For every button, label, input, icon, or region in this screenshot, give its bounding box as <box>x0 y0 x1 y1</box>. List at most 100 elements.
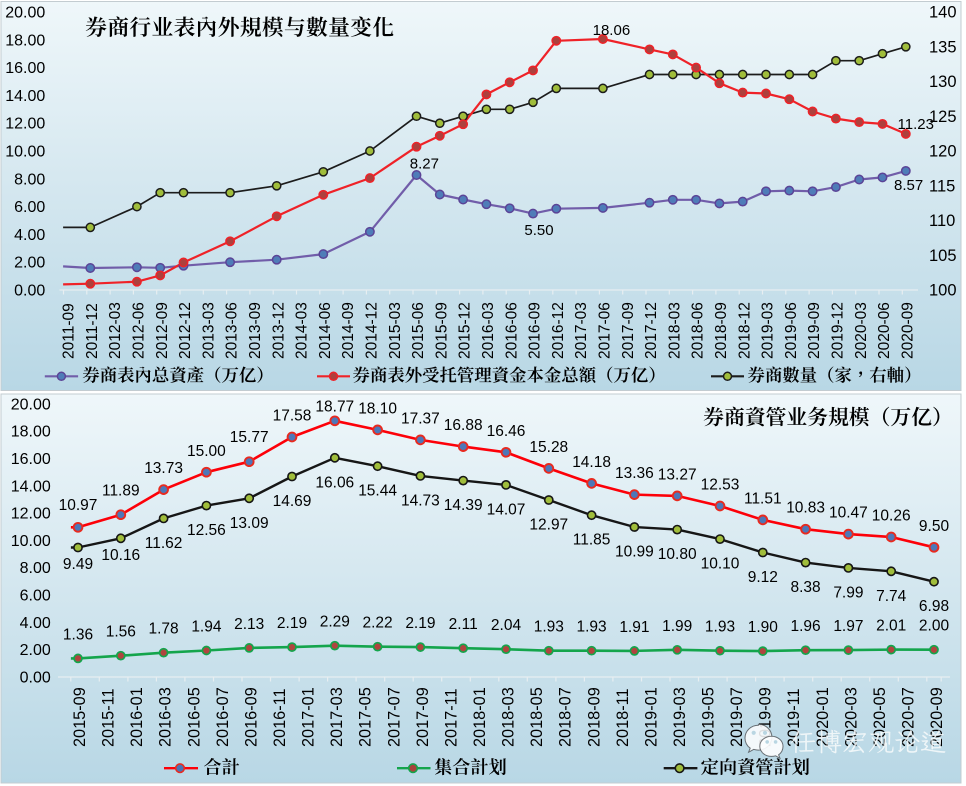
svg-text:130: 130 <box>929 73 957 91</box>
svg-text:2015-09: 2015-09 <box>71 687 89 747</box>
svg-text:2013-12: 2013-12 <box>270 302 287 359</box>
svg-text:11.62: 11.62 <box>145 535 183 552</box>
svg-text:10.47: 10.47 <box>829 505 868 522</box>
svg-text:18.00: 18.00 <box>5 32 45 49</box>
svg-text:2019-11: 2019-11 <box>785 688 803 747</box>
svg-text:2015-06: 2015-06 <box>410 302 427 359</box>
svg-text:2015-11: 2015-11 <box>100 688 118 747</box>
svg-text:10.97: 10.97 <box>59 497 98 514</box>
svg-text:2014-03: 2014-03 <box>294 302 311 359</box>
svg-text:10.00: 10.00 <box>11 533 51 550</box>
svg-text:0.00: 0.00 <box>20 669 51 686</box>
svg-text:10.26: 10.26 <box>872 508 911 525</box>
svg-text:2018-11: 2018-11 <box>614 688 632 747</box>
svg-text:2013-03: 2013-03 <box>200 302 217 359</box>
svg-text:2.13: 2.13 <box>234 616 264 633</box>
svg-text:2020-07: 2020-07 <box>900 687 918 747</box>
svg-text:17.37: 17.37 <box>401 410 440 427</box>
svg-text:1.93: 1.93 <box>705 619 735 636</box>
svg-text:2016-09: 2016-09 <box>527 302 544 359</box>
svg-text:11.85: 11.85 <box>573 532 611 549</box>
svg-text:2018-03: 2018-03 <box>666 302 683 359</box>
svg-text:2018-06: 2018-06 <box>690 302 707 359</box>
svg-text:15.28: 15.28 <box>529 439 568 456</box>
svg-text:2012-03: 2012-03 <box>107 302 124 359</box>
svg-text:8.27: 8.27 <box>410 156 439 173</box>
svg-text:16.06: 16.06 <box>315 474 354 491</box>
svg-text:15.00: 15.00 <box>187 443 226 460</box>
svg-text:2.19: 2.19 <box>405 615 435 632</box>
svg-text:7.74: 7.74 <box>876 588 907 605</box>
svg-text:2012-06: 2012-06 <box>131 302 148 359</box>
svg-text:2.00: 2.00 <box>14 255 45 272</box>
svg-text:14.07: 14.07 <box>487 501 526 518</box>
svg-text:10.00: 10.00 <box>5 144 45 161</box>
svg-text:2018-09: 2018-09 <box>713 302 730 359</box>
svg-text:1.97: 1.97 <box>833 618 863 635</box>
svg-text:2020-06: 2020-06 <box>876 302 893 359</box>
svg-text:5.50: 5.50 <box>524 222 553 239</box>
svg-text:2018-12: 2018-12 <box>736 302 753 359</box>
svg-text:2017-11: 2017-11 <box>442 688 460 747</box>
svg-text:2018-09: 2018-09 <box>585 687 603 747</box>
svg-text:14.00: 14.00 <box>5 88 45 105</box>
svg-text:2013-06: 2013-06 <box>224 302 241 359</box>
svg-text:100: 100 <box>929 282 957 300</box>
svg-text:2.22: 2.22 <box>363 615 393 632</box>
svg-text:13.27: 13.27 <box>658 466 697 483</box>
svg-text:140: 140 <box>929 4 957 22</box>
svg-text:2016-06: 2016-06 <box>503 302 520 359</box>
svg-text:2016-01: 2016-01 <box>128 687 146 747</box>
svg-text:2019-05: 2019-05 <box>700 687 718 747</box>
svg-text:9.49: 9.49 <box>63 556 93 573</box>
svg-text:2018-05: 2018-05 <box>528 687 546 747</box>
svg-text:16.00: 16.00 <box>11 451 51 468</box>
svg-text:2016-09: 2016-09 <box>242 687 260 747</box>
svg-text:2016-03: 2016-03 <box>480 302 497 359</box>
svg-text:2.04: 2.04 <box>491 617 522 634</box>
svg-text:125: 125 <box>929 108 957 126</box>
svg-text:16.88: 16.88 <box>444 417 483 434</box>
svg-text:2017-09: 2017-09 <box>620 302 637 359</box>
svg-text:20.00: 20.00 <box>11 396 51 413</box>
svg-text:14.69: 14.69 <box>273 493 312 510</box>
svg-text:8.57: 8.57 <box>894 177 923 194</box>
svg-text:7.99: 7.99 <box>833 584 863 601</box>
svg-text:2019-06: 2019-06 <box>783 302 800 359</box>
svg-text:2015-09: 2015-09 <box>433 302 450 359</box>
svg-text:10.10: 10.10 <box>701 556 740 573</box>
svg-text:1.93: 1.93 <box>577 619 607 636</box>
svg-text:4.00: 4.00 <box>20 615 51 632</box>
svg-text:12.97: 12.97 <box>529 517 568 534</box>
svg-text:10.16: 10.16 <box>101 547 140 564</box>
svg-text:2012-09: 2012-09 <box>154 302 171 359</box>
svg-text:9.12: 9.12 <box>748 569 778 586</box>
svg-text:1.96: 1.96 <box>791 618 821 635</box>
svg-text:2011-09: 2011-09 <box>61 303 78 359</box>
svg-text:2015-03: 2015-03 <box>387 302 404 359</box>
svg-text:2020-05: 2020-05 <box>871 687 889 747</box>
svg-text:8.00: 8.00 <box>14 171 45 188</box>
svg-text:15.77: 15.77 <box>230 429 269 446</box>
svg-text:2017-03: 2017-03 <box>573 302 590 359</box>
svg-text:2018-03: 2018-03 <box>500 687 518 747</box>
svg-text:2014-06: 2014-06 <box>317 302 334 359</box>
svg-text:1.90: 1.90 <box>748 619 779 636</box>
svg-text:16.00: 16.00 <box>5 60 45 77</box>
svg-text:2020-09: 2020-09 <box>899 302 916 359</box>
svg-text:2017-06: 2017-06 <box>597 302 614 359</box>
svg-text:2017-03: 2017-03 <box>328 687 346 747</box>
svg-text:6.00: 6.00 <box>20 588 51 605</box>
svg-text:9.50: 9.50 <box>919 518 950 535</box>
svg-text:135: 135 <box>929 38 957 56</box>
svg-text:1.91: 1.91 <box>619 619 649 636</box>
svg-text:2016-03: 2016-03 <box>157 687 175 747</box>
svg-text:105: 105 <box>929 247 957 265</box>
svg-text:13.09: 13.09 <box>230 515 269 532</box>
svg-text:12.56: 12.56 <box>187 522 226 539</box>
svg-text:12.00: 12.00 <box>11 506 51 523</box>
svg-text:2017-09: 2017-09 <box>414 687 432 747</box>
svg-text:2020-03: 2020-03 <box>853 302 870 359</box>
svg-text:10.83: 10.83 <box>786 500 825 517</box>
svg-text:12.00: 12.00 <box>5 116 45 133</box>
